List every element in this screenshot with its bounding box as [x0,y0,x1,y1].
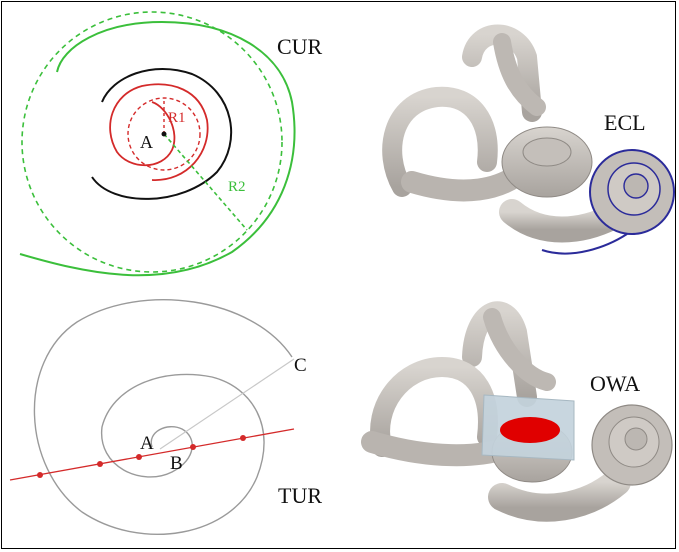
cur-red-spiral [109,83,209,181]
cur-green-spiral [19,20,296,277]
tur-point-a: A [140,433,154,454]
cur-red-dashed-circle [127,97,201,171]
cur-black-spiral [91,67,232,200]
owa-panel-label: OWA [590,371,640,396]
owa-inner-ear-model: OWA [361,301,673,522]
tur-point-b: B [170,453,183,474]
cur-diagram: A R1 R2 CUR [19,11,323,277]
tur-intersection-point [240,435,246,441]
cur-panel-label: CUR [277,34,323,59]
tur-spiral [33,299,293,536]
cur-r2-radius [163,133,248,231]
tur-intersection-point [97,461,103,467]
panel-ecl: ECL [342,2,677,277]
owa-oval-window [500,417,560,443]
panel-cur: A R1 R2 CUR [2,2,342,277]
cur-center-point [161,131,167,137]
tur-intersection-point [190,444,196,450]
panel-owa: OWA [342,277,677,550]
cur-green-dashed-circle [21,11,283,273]
tur-red-line [9,428,295,481]
ecl-posterior-canal [382,86,498,197]
tur-line-ac [159,358,295,450]
cur-r1-label: R1 [168,110,186,126]
cur-point-label: A [140,132,153,152]
tur-intersection-point [136,454,142,460]
ecl-length-curve [541,233,628,255]
owa-cochlea-base [488,468,631,522]
panel-tur: A B C TUR [2,277,342,550]
tur-panel-label: TUR [278,483,322,508]
ecl-panel-label: ECL [604,110,646,135]
ecl-inner-ear-model: ECL [382,24,675,255]
tur-diagram: A B C TUR [9,299,322,536]
tur-intersection-point [37,472,43,478]
owa-posterior-canal [370,356,498,457]
tur-point-c: C [294,355,307,376]
cur-r2-label: R2 [228,179,246,195]
